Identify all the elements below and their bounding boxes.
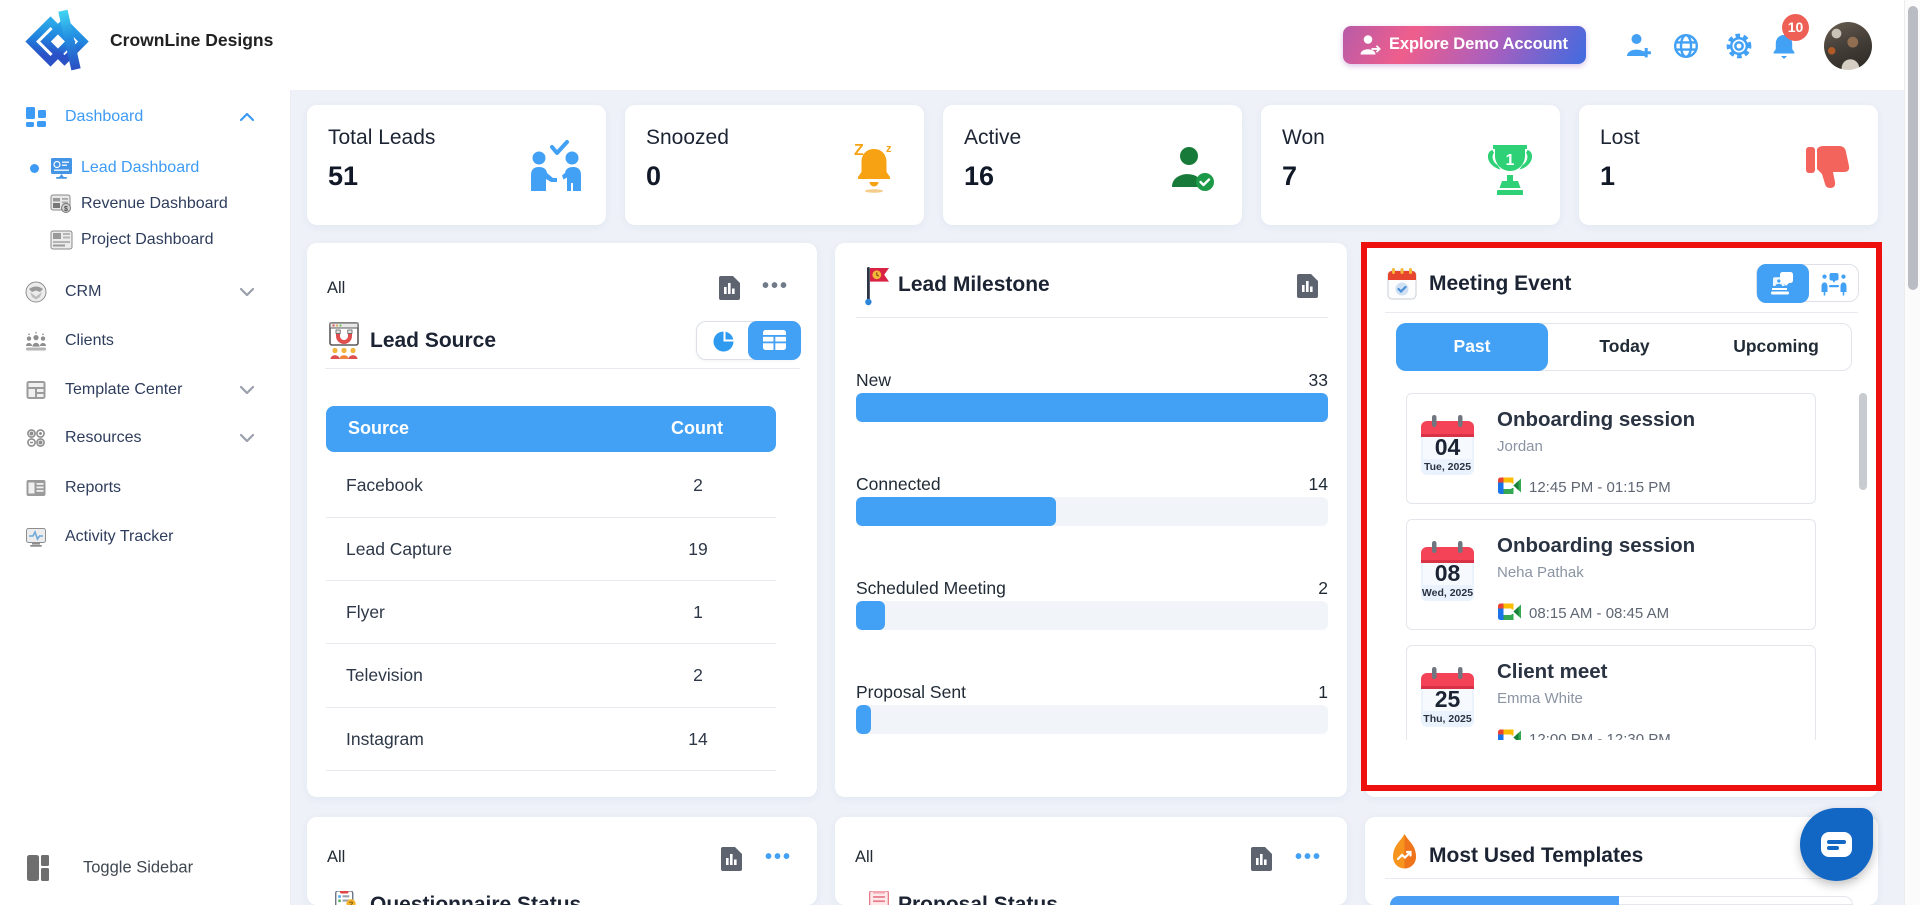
svg-text:25: 25 <box>1435 686 1461 712</box>
svg-text:Wed, 2025: Wed, 2025 <box>1422 587 1473 599</box>
svg-text:Z: Z <box>854 142 864 159</box>
svg-text:04: 04 <box>1435 434 1461 460</box>
svg-text:Tue, 2025: Tue, 2025 <box>1424 461 1471 473</box>
svg-text:08: 08 <box>1435 560 1461 586</box>
svg-text:Thu, 2025: Thu, 2025 <box>1423 713 1472 725</box>
svg-text:?: ? <box>349 900 354 905</box>
svg-text:z: z <box>886 143 892 155</box>
svg-text:$: $ <box>64 206 68 213</box>
svg-text:1: 1 <box>1506 152 1515 169</box>
